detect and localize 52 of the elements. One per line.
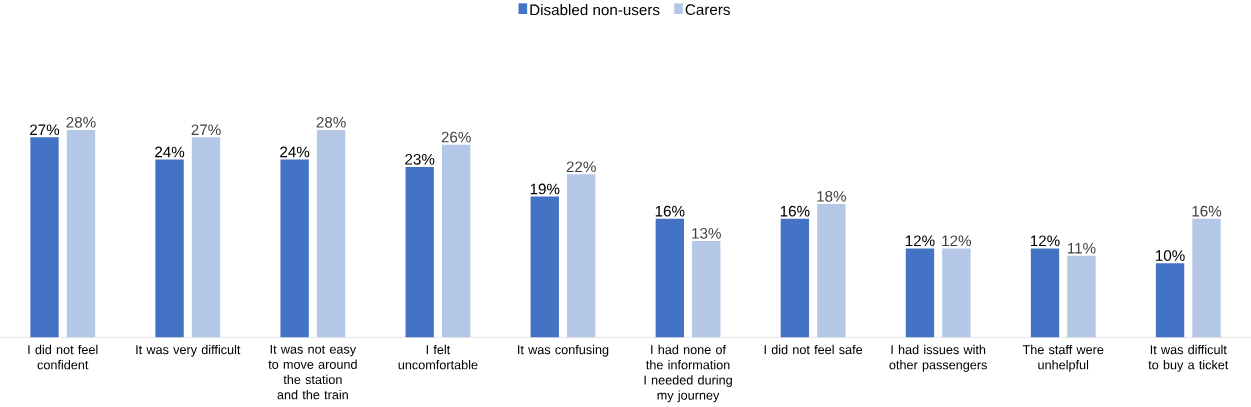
bar — [692, 241, 721, 338]
data-label: 28% — [316, 117, 346, 128]
data-label: 16% — [1192, 205, 1222, 217]
data-label: 11% — [1067, 243, 1096, 254]
bar — [1155, 263, 1185, 338]
bar — [942, 248, 971, 338]
data-label: 16% — [655, 205, 685, 217]
data-label: 12% — [942, 235, 972, 247]
bar — [280, 159, 309, 338]
data-label: 27% — [30, 124, 60, 136]
data-label: 27% — [191, 124, 221, 136]
x-tick-label: I did not feel confident — [28, 345, 98, 370]
bar — [780, 218, 810, 338]
x-tick-label: It was difficult to buy a ticket — [1148, 345, 1229, 373]
legend-label: Disabled non-users — [530, 4, 660, 16]
bar — [1030, 248, 1060, 338]
x-tick-label: I had none of the information I needed during my journey — [644, 345, 732, 403]
data-label: 26% — [441, 131, 471, 143]
data-label: 22% — [566, 161, 596, 173]
bar — [66, 130, 96, 338]
data-label: 18% — [817, 191, 846, 202]
bar — [1192, 218, 1221, 338]
x-tick-label: I had issues with other passengers — [889, 345, 987, 373]
data-label: 28% — [66, 117, 96, 128]
bar — [817, 204, 846, 338]
legend-label: Carers — [685, 4, 730, 16]
data-label: 13% — [692, 228, 721, 239]
x-tick-label: I did not feel safe — [764, 345, 863, 355]
bar — [30, 137, 59, 338]
data-label: 12% — [1030, 235, 1060, 247]
x-tick-label: I felt uncomfortable — [398, 345, 478, 370]
data-label: 24% — [155, 146, 185, 158]
data-label: 12% — [905, 235, 935, 247]
bar — [655, 218, 684, 338]
bar — [567, 174, 596, 338]
bar — [155, 159, 184, 338]
x-tick-label: It was confusing — [518, 345, 609, 357]
x-tick-label: The staff were unhelpful — [1022, 345, 1104, 373]
x-tick-label: It was very difficult — [136, 345, 241, 357]
data-label: 23% — [405, 154, 435, 165]
x-tick-label: It was not easy to move around the station and the train — [268, 345, 357, 400]
bar — [405, 167, 434, 338]
bar — [441, 144, 471, 338]
data-label: 24% — [280, 146, 310, 158]
data-label: 10% — [1156, 250, 1185, 262]
bar — [905, 248, 935, 338]
bar — [316, 130, 346, 338]
data-label: 16% — [780, 205, 810, 217]
data-label: 19% — [530, 183, 560, 195]
bar — [1067, 255, 1096, 338]
bar — [191, 137, 221, 338]
bar — [530, 196, 559, 338]
